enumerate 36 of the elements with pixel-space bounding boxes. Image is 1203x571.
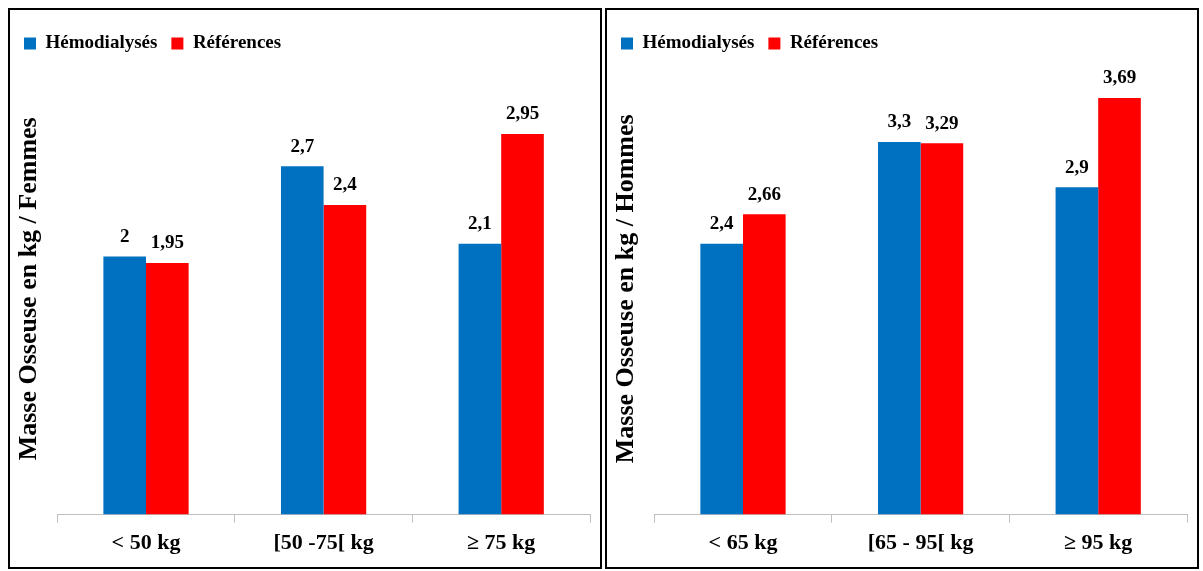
data-label: 2,4 <box>333 173 358 195</box>
x-tick-label: < 50 kg <box>111 529 181 555</box>
bar <box>323 204 367 515</box>
y-axis-title: Masse Osseuse en kg / Hommes <box>610 114 640 464</box>
data-label: 3,69 <box>1102 66 1137 88</box>
legend-label: Hémodialysés <box>642 31 755 53</box>
bar <box>743 214 786 515</box>
data-label: 2,9 <box>1065 155 1089 177</box>
data-label: 1,95 <box>150 231 184 253</box>
data-label: 3,29 <box>925 111 959 133</box>
x-tick-label: ≥ 95 kg <box>1064 529 1133 555</box>
data-label: 2,66 <box>747 182 781 204</box>
data-label: 2,95 <box>505 102 540 124</box>
data-label: 2,1 <box>468 212 492 234</box>
bar <box>280 166 324 515</box>
data-label: 2,4 <box>709 212 735 234</box>
y-axis-title: Masse Osseuse en kg / Femmes <box>13 117 43 461</box>
bar <box>1055 187 1099 515</box>
bar <box>501 133 544 515</box>
x-tick-label: ≥ 75 kg <box>467 529 536 555</box>
x-tick-label: [65 - 95[ kg <box>867 529 974 555</box>
data-label: 2 <box>119 224 130 246</box>
legend-label: Références <box>789 31 879 53</box>
bar <box>458 243 502 515</box>
x-tick-label: < 65 kg <box>708 529 778 555</box>
bar <box>700 243 743 515</box>
data-label: 2,7 <box>290 134 315 156</box>
bar <box>103 256 146 515</box>
bar <box>920 143 964 515</box>
bar <box>877 142 921 515</box>
bar <box>1098 98 1141 515</box>
bar <box>146 262 189 515</box>
data-label: 3,3 <box>887 110 912 132</box>
x-tick-label: [50 -75[ kg <box>273 529 374 555</box>
legend-label: Références <box>192 31 282 53</box>
legend-label: Hémodialysés <box>45 31 158 53</box>
